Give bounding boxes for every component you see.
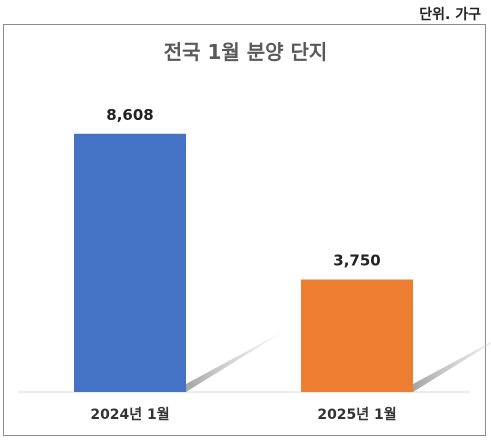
- unit-label: 단위. 가구: [419, 7, 481, 23]
- category-label-1: 2024년 1월: [90, 406, 169, 423]
- bar-shadow: [186, 330, 286, 392]
- bar-1: [74, 133, 186, 392]
- category-label-2: 2025년 1월: [317, 406, 396, 423]
- bar-shadow: [413, 341, 491, 392]
- bar-2: [301, 279, 413, 392]
- data-label-2: 3,750: [333, 252, 380, 270]
- chart-title: 전국 1월 분양 단지: [163, 40, 328, 64]
- data-label-1: 8,608: [106, 106, 153, 124]
